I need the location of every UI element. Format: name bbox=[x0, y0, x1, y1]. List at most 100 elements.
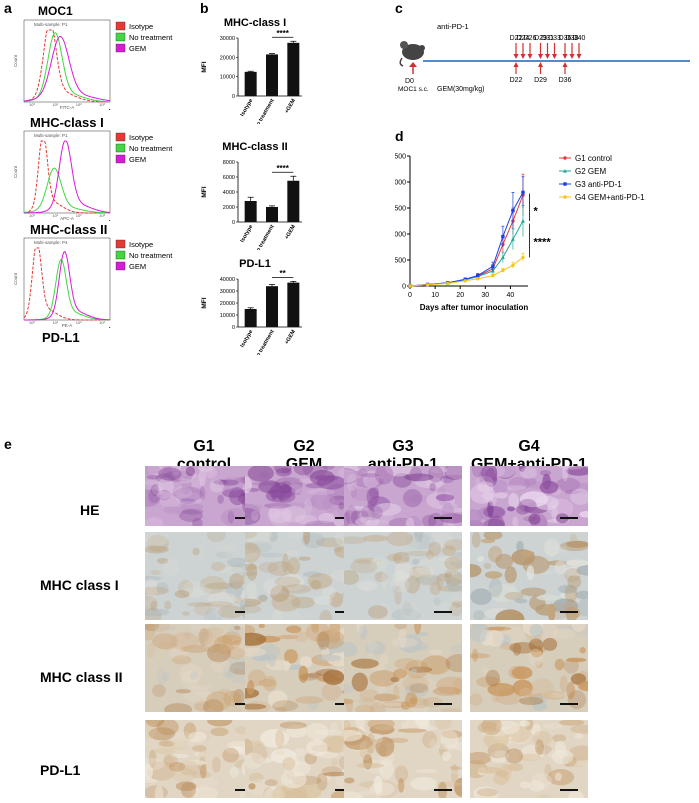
significance-mark: ** bbox=[280, 269, 287, 278]
hist-xlabel: PE-A bbox=[62, 323, 73, 328]
data-point bbox=[501, 268, 505, 273]
ihc-image-he-g4 bbox=[470, 466, 588, 526]
bar-chart-mhc-class-ii: MHC-class II 0 2000 4000 6000 8000 MFI Isotype N… bbox=[190, 138, 325, 256]
data-point bbox=[511, 263, 515, 267]
y-tick-label: 20000 bbox=[220, 301, 235, 307]
bar-isotype bbox=[244, 71, 257, 96]
ihc-image-pd-l1-g1 bbox=[145, 720, 263, 798]
anti-pd1-day-label: D24 bbox=[517, 35, 530, 42]
y-axis-label: MFI bbox=[201, 186, 208, 197]
row-label-pd-l1: PD-L1 bbox=[40, 762, 81, 778]
anti-pd1-day-label: D40 bbox=[573, 35, 586, 42]
hist-label-mhc-class-ii: MHC-class II bbox=[30, 222, 108, 237]
data-point bbox=[500, 255, 505, 259]
category-label: +GEM bbox=[284, 98, 297, 115]
category-label: No treatment bbox=[254, 329, 276, 355]
bar--gem bbox=[287, 42, 300, 96]
series-line-2 bbox=[409, 192, 524, 287]
y-tick-label: 30000 bbox=[220, 36, 235, 42]
column-group: G4 bbox=[518, 438, 540, 455]
hist-tick-label: 10⁰ bbox=[29, 320, 35, 325]
hist-ylabel: Count bbox=[13, 54, 18, 67]
legend-label: GEM bbox=[129, 262, 146, 271]
ihc-image-pd-l1-g3 bbox=[344, 720, 462, 798]
y-tick-label: 1500 bbox=[395, 206, 406, 213]
hist-curve-isotype bbox=[23, 247, 110, 321]
x-tick-label: 30 bbox=[481, 292, 489, 299]
legend-label: No treatment bbox=[129, 144, 173, 153]
legend-label: Isotype bbox=[129, 240, 153, 249]
hist-tick-label: 10² bbox=[76, 213, 82, 218]
data-point bbox=[521, 255, 525, 260]
hist-curve-no-treatment bbox=[24, 167, 111, 214]
y-tick-label: 6000 bbox=[223, 175, 235, 181]
hist-tick-label: 10¹ bbox=[52, 320, 58, 325]
hist-ylabel: Count bbox=[13, 272, 18, 285]
hist-header: Multi-sample: P1 bbox=[34, 22, 68, 27]
y-tick-label: 8000 bbox=[223, 160, 235, 166]
data-point bbox=[425, 283, 430, 287]
legend-label: G3 anti-PD-1 bbox=[575, 180, 622, 189]
y-axis-label: MFI bbox=[201, 297, 208, 308]
scale-bar bbox=[434, 517, 452, 519]
hist-curve-isotype bbox=[23, 29, 110, 103]
hist-tick-label: 10¹ bbox=[52, 213, 58, 218]
bar-isotype bbox=[244, 201, 257, 222]
legend-swatch bbox=[115, 21, 126, 31]
legend-label: Isotype bbox=[129, 133, 153, 142]
scale-bar bbox=[235, 789, 253, 791]
y-tick-label: 10000 bbox=[220, 313, 235, 319]
bar-chart-pd-l1: PD-L1 0 10000 20000 30000 40000 MFI Isotype No t… bbox=[190, 255, 325, 361]
bar-isotype bbox=[244, 309, 257, 327]
data-point bbox=[491, 273, 495, 278]
ihc-image-mhc-class-ii-g3 bbox=[344, 624, 462, 712]
panel-label-c: c bbox=[395, 0, 403, 16]
scale-bar bbox=[434, 789, 452, 791]
bar-chart-mhc-class-i: MHC-class I 0 10000 20000 30000 MFI Isotype No … bbox=[190, 14, 325, 130]
column-group: G1 bbox=[193, 438, 215, 455]
hist-header: Multi-sample: P1 bbox=[34, 133, 68, 138]
hist-xlabel: APC-A bbox=[60, 216, 74, 221]
data-point bbox=[511, 208, 515, 213]
data-point bbox=[463, 279, 467, 283]
ihc-image-mhc-class-i-g1 bbox=[145, 532, 263, 620]
anti-pd1-day-label: D29 bbox=[534, 35, 547, 42]
anti-pd1-label: anti-PD-1 bbox=[437, 22, 469, 31]
hist-label-pd-l1: PD-L1 bbox=[42, 330, 80, 345]
legend-label: G2 GEM bbox=[575, 167, 606, 176]
data-point bbox=[490, 268, 495, 273]
category-label: Isotype bbox=[240, 329, 255, 349]
bar-no-treatment bbox=[266, 54, 278, 96]
hist-tick-label: 10⁰ bbox=[29, 213, 35, 218]
ihc-image-mhc-class-ii-g2 bbox=[245, 624, 363, 712]
x-tick-label: 10 bbox=[431, 292, 439, 299]
data-point bbox=[510, 237, 515, 241]
x-tick-label: 20 bbox=[456, 292, 464, 299]
hist-tick-label: 10⁰ bbox=[29, 102, 35, 107]
hist-curve-no-treatment bbox=[24, 259, 110, 321]
treatment-schedule: D22 D24 D26 D29 D31 D33 D36 D38 D40 D22 D29 D36 D0… bbox=[395, 18, 695, 98]
anti-pd1-day-label: D36 bbox=[559, 35, 572, 42]
hist-tick-label: 10² bbox=[76, 102, 82, 107]
bar-chart-title: MHC-class I bbox=[224, 17, 286, 29]
scale-bar bbox=[560, 517, 578, 519]
hist-curve-gem bbox=[23, 35, 111, 102]
row-label-mhc-class-ii: MHC class II bbox=[40, 669, 123, 685]
y-tick-label: 0 bbox=[232, 220, 235, 226]
hist-tick-label: 10³ bbox=[99, 102, 105, 107]
mouse-icon bbox=[399, 41, 425, 67]
row-label-he: HE bbox=[80, 502, 100, 518]
hist-tick-label: 10² bbox=[76, 320, 82, 325]
legend-swatch bbox=[115, 154, 126, 164]
hist-curve-gem bbox=[24, 250, 110, 321]
hist-tick-label: 10¹ bbox=[52, 102, 58, 107]
series-line-0 bbox=[409, 194, 524, 287]
scale-bar bbox=[235, 517, 253, 519]
legend-swatch bbox=[115, 261, 126, 271]
data-point bbox=[445, 281, 450, 286]
panel-label-d: d bbox=[395, 128, 404, 144]
y-tick-label: 1000 bbox=[395, 232, 406, 239]
ihc-image-he-g3 bbox=[344, 466, 462, 526]
data-point bbox=[521, 190, 525, 195]
